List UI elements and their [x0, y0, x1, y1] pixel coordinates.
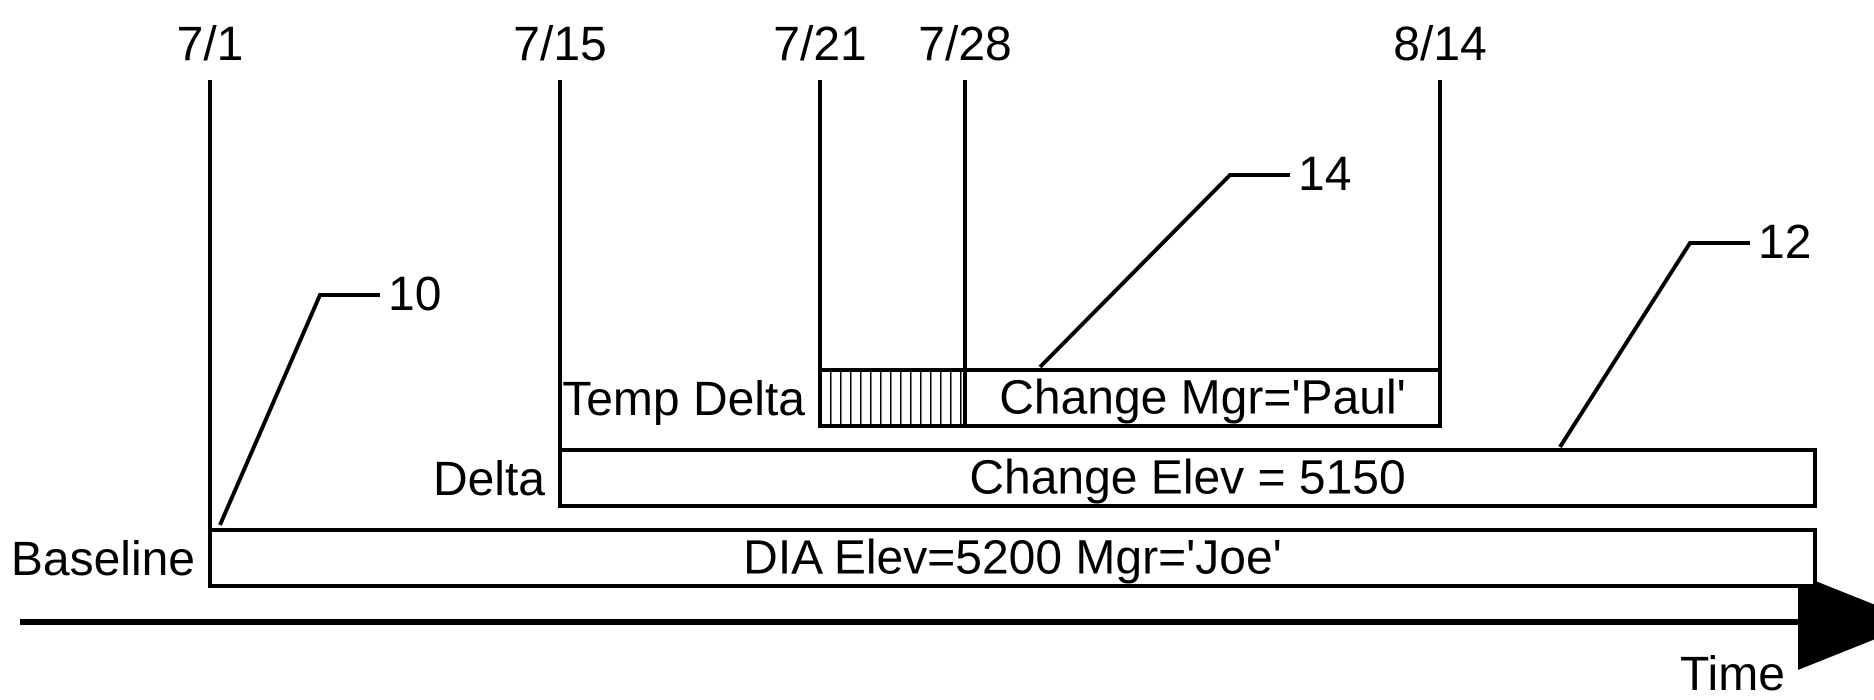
timeline-diagram: Time 7/1 7/15 7/21 7/28 8/14 Baseline DIA Ele… — [0, 0, 1874, 700]
temp-label: Temp Delta — [562, 373, 805, 426]
delta-label: Delta — [433, 453, 545, 506]
callout-c14-num: 14 — [1298, 148, 1351, 201]
callout-c14-leader — [1040, 175, 1290, 367]
date-label-0: 7/1 — [177, 18, 244, 71]
date-label-4: 8/14 — [1393, 18, 1486, 71]
callout-c10-num: 10 — [388, 268, 441, 321]
baseline-label: Baseline — [11, 533, 195, 586]
temp-hatched — [820, 370, 965, 426]
time-axis-label: Time — [1680, 648, 1785, 700]
temp-text: Change Mgr='Paul' — [999, 372, 1406, 425]
date-label-1: 7/15 — [513, 18, 606, 71]
callout-c10-leader — [220, 295, 380, 525]
date-label-3: 7/28 — [918, 18, 1011, 71]
callout-c12-leader — [1560, 243, 1750, 447]
delta-text: Change Elev = 5150 — [969, 452, 1405, 505]
baseline-text: DIA Elev=5200 Mgr='Joe' — [743, 532, 1282, 585]
callout-c12-num: 12 — [1758, 216, 1811, 269]
date-label-2: 7/21 — [773, 18, 866, 71]
